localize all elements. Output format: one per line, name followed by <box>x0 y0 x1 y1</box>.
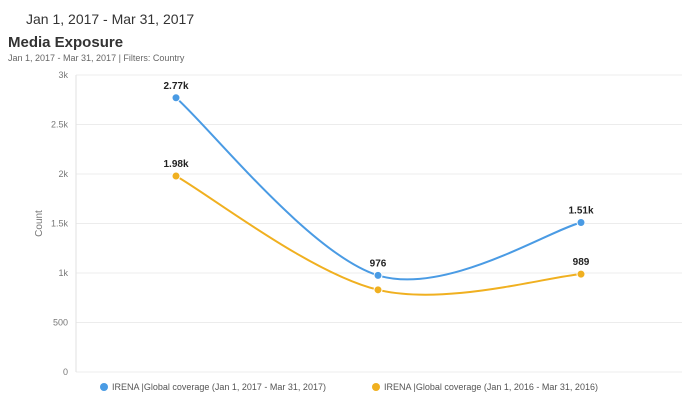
y-tick-label: 2k <box>58 169 68 179</box>
data-label: 976 <box>370 258 387 269</box>
data-point[interactable] <box>576 218 586 228</box>
chart-grid <box>76 74 682 373</box>
legend-label: IRENA |Global coverage (Jan 1, 2017 - Ma… <box>112 382 326 392</box>
y-tick-label: 1k <box>58 268 68 278</box>
data-point[interactable] <box>373 285 383 295</box>
series-line-0 <box>175 97 582 281</box>
data-label: 989 <box>573 257 590 268</box>
data-label: 1.98k <box>163 159 188 170</box>
y-tick-label: 3k <box>58 70 68 80</box>
data-label: 1.51k <box>568 206 593 217</box>
data-point[interactable] <box>171 93 181 103</box>
chart-subtitle: Jan 1, 2017 - Mar 31, 2017 | Filters: Co… <box>8 53 185 63</box>
y-tick-label: 2.5k <box>51 120 69 130</box>
y-axis: 0 500 1k 1.5k 2k 2.5k 3k <box>51 70 77 377</box>
chart-title: Media Exposure <box>8 34 124 51</box>
data-point[interactable] <box>171 171 181 181</box>
date-range-header: Jan 1, 2017 - Mar 31, 2017 <box>26 11 195 27</box>
data-labels: 1.98k 989 2.77k 976 1.51k <box>163 81 593 270</box>
data-point[interactable] <box>576 269 586 279</box>
data-label: 2.77k <box>163 81 188 92</box>
y-axis-label: Count <box>34 210 45 237</box>
legend-label: IRENA |Global coverage (Jan 1, 2016 - Ma… <box>384 382 598 392</box>
data-point[interactable] <box>373 270 383 280</box>
legend: IRENA |Global coverage (Jan 1, 2017 - Ma… <box>100 382 598 392</box>
y-tick-label: 500 <box>53 318 68 328</box>
legend-item-1[interactable]: IRENA |Global coverage (Jan 1, 2016 - Ma… <box>372 382 598 392</box>
legend-marker <box>100 383 108 391</box>
y-tick-label: 1.5k <box>51 219 69 229</box>
y-tick-label: 0 <box>63 367 68 377</box>
legend-item-0[interactable]: IRENA |Global coverage (Jan 1, 2017 - Ma… <box>100 382 326 392</box>
series-points <box>171 93 586 295</box>
legend-marker <box>372 383 380 391</box>
